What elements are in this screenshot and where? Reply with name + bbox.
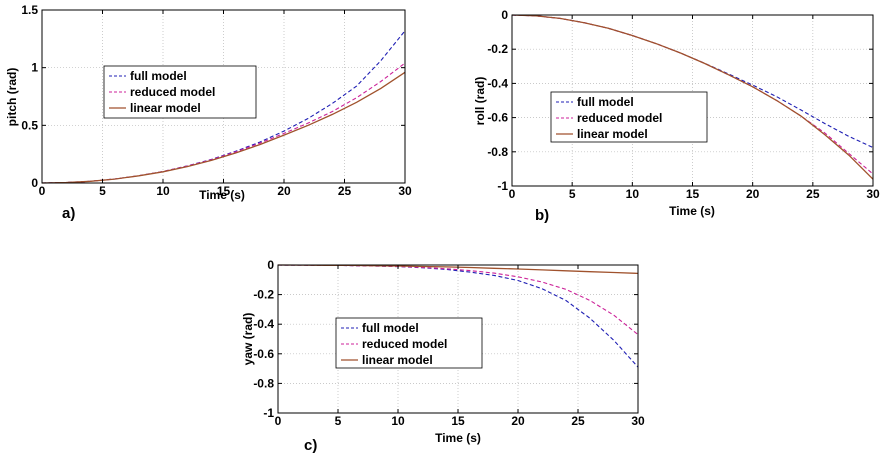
x-tick-label: 0 (275, 414, 282, 428)
y-tick-label: 0 (267, 258, 274, 272)
panel-label: a) (62, 205, 75, 222)
y-tick-label: 0.5 (21, 118, 38, 132)
legend-entry: reduced model (362, 337, 447, 351)
legend-box (550, 91, 708, 143)
y-tick-label: -0.6 (253, 347, 274, 361)
legend: full model reduced model linear model (103, 65, 257, 119)
y-tick-label: -0.8 (253, 376, 274, 390)
x-tick-label: 5 (335, 414, 342, 428)
x-tick-label: 30 (631, 414, 645, 428)
x-tick-label: 15 (686, 187, 700, 201)
panel-label: c) (304, 437, 317, 454)
chart-panel-b: 0 5 10 15 20 25 30 -1 -0.8 -0.6 -0.4 -0.2 0 Time (s) r… (473, 8, 880, 224)
y-tick-label: 0 (501, 8, 508, 22)
x-tick-label: 20 (277, 184, 291, 198)
x-tick-label: 30 (398, 184, 412, 198)
y-axis-label: pitch (rad) (5, 68, 19, 127)
x-tick-label: 0 (39, 184, 46, 198)
x-axis-label: Time (s) (199, 188, 245, 202)
legend: full model reduced model linear model (550, 91, 708, 143)
y-tick-label: -0.6 (487, 111, 508, 125)
x-tick-label: 25 (338, 184, 352, 198)
x-tick-label: 10 (156, 184, 170, 198)
x-tick-label: 20 (746, 187, 760, 201)
x-tick-label: 5 (569, 187, 576, 201)
x-tick-label: 10 (391, 414, 405, 428)
y-tick-label: 1 (31, 61, 38, 75)
x-axis-label: Time (s) (435, 431, 481, 445)
legend-entry: reduced model (577, 111, 662, 125)
x-tick-label: 15 (217, 184, 231, 198)
y-tick-label: 1.5 (21, 3, 38, 17)
legend-entry: linear model (130, 101, 201, 115)
y-axis-label: yaw (rad) (241, 313, 255, 366)
panel-label: b) (535, 207, 549, 224)
y-tick-label: -0.8 (487, 145, 508, 159)
legend-entry: full model (577, 95, 634, 109)
x-axis-label: Time (s) (669, 204, 715, 218)
y-tick-label: -0.2 (487, 42, 508, 56)
legend: full model reduced model linear model (335, 317, 483, 369)
x-tick-label: 25 (571, 414, 585, 428)
y-tick-label: -0.2 (253, 288, 274, 302)
x-tick-label: 20 (511, 414, 525, 428)
legend-entry: linear model (577, 127, 648, 141)
y-axis-label: roll (rad) (473, 77, 487, 126)
legend-entry: full model (130, 69, 187, 83)
x-tick-label: 5 (99, 184, 106, 198)
x-tick-label: 0 (509, 187, 516, 201)
legend-entry: linear model (362, 353, 433, 367)
x-tick-label: 15 (451, 414, 465, 428)
x-tick-label: 10 (626, 187, 640, 201)
legend-box (103, 65, 257, 119)
chart-panel-a: 0 5 10 15 20 25 30 0 0.5 1 1.5 Time (s) pitch (rad) a… (5, 3, 412, 222)
series-line-linear-model (511, 14, 874, 180)
y-tick-label: -0.4 (487, 76, 508, 90)
y-tick-label: -1 (497, 179, 508, 193)
y-tick-label: -0.4 (253, 317, 274, 331)
y-tick-label: 0 (31, 176, 38, 190)
legend-box (335, 317, 483, 369)
chart-panel-c: 0 5 10 15 20 25 30 -1 -0.8 -0.6 -0.4 -0.2 0 Time (s) y… (241, 258, 645, 454)
x-tick-label: 25 (806, 187, 820, 201)
y-tick-label: -1 (263, 406, 274, 420)
legend-entry: reduced model (130, 85, 215, 99)
x-tick-label: 30 (866, 187, 880, 201)
legend-entry: full model (362, 321, 419, 335)
